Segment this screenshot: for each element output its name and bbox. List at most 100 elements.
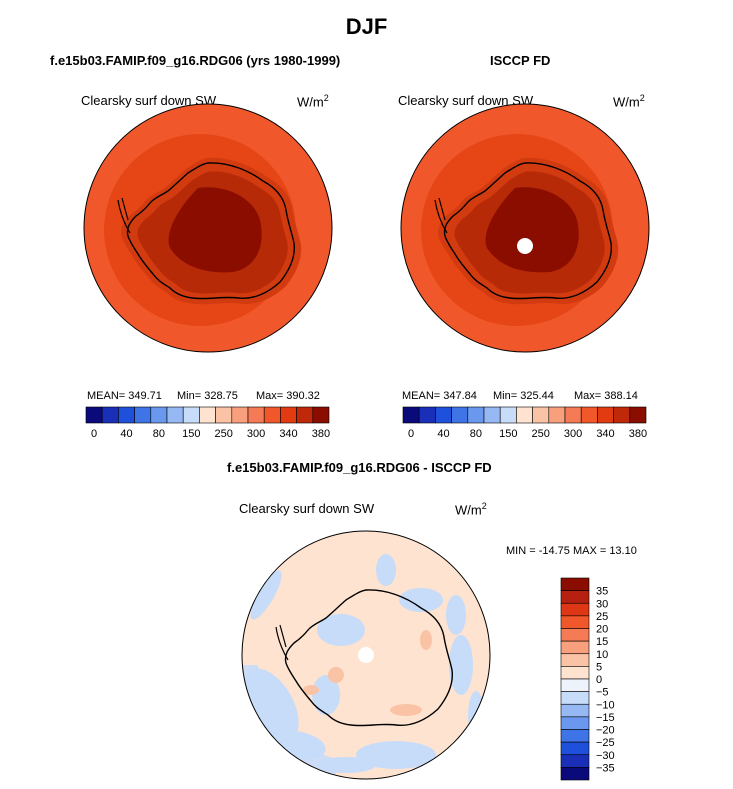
colorbar-swatch: [199, 406, 216, 424]
plateau-region: [485, 187, 579, 273]
panel-1-map: [84, 104, 332, 352]
colorbar-tick-label: 80: [153, 428, 165, 440]
colorbar-swatch: [118, 406, 135, 424]
colorbar-swatch: [247, 406, 265, 424]
negative-anomaly-patch: [312, 675, 340, 715]
colorbar-swatch: [613, 406, 631, 424]
panel-2-min: Min= 325.44: [493, 390, 554, 402]
colorbar-swatch: [418, 406, 436, 424]
colorbar-swatch: [560, 691, 590, 705]
colorbar-tick-label: −35: [596, 762, 615, 774]
positive-anomaly-patch: [328, 667, 344, 683]
panel-1-max: Max= 390.32: [256, 390, 320, 402]
colorbar-swatch: [402, 406, 420, 424]
positive-anomaly-patch: [390, 704, 422, 716]
colorbar-tick-label: 340: [596, 428, 614, 440]
panel-3-variable: Clearsky surf down SW: [239, 501, 375, 516]
colorbar-tick-label: 40: [437, 428, 449, 440]
positive-anomaly-patch: [420, 630, 432, 650]
colorbar-swatch: [560, 640, 590, 655]
colorbar-tick-label: 25: [596, 611, 608, 623]
colorbar-swatch: [560, 729, 590, 743]
colorbar-swatch: [516, 406, 533, 424]
colorbar-tick-label: 150: [499, 428, 517, 440]
panel-2-units: W/m2: [613, 93, 645, 110]
colorbar-swatch: [560, 716, 590, 730]
colorbar-swatch: [483, 406, 501, 424]
colorbar-swatch: [560, 666, 590, 680]
colorbar-swatch: [231, 406, 249, 424]
peninsula-coastline: [275, 624, 289, 661]
negative-anomaly-patch: [399, 588, 443, 612]
colorbar-tick-label: 80: [470, 428, 482, 440]
panel-1-min: Min= 328.75: [177, 390, 238, 402]
peninsula-coastline: [434, 197, 448, 234]
page-title: DJF: [345, 14, 388, 39]
colorbar-swatch: [499, 406, 517, 424]
missing-data-pole: [358, 647, 374, 663]
colorbar-tick-label: −5: [596, 687, 609, 699]
panel-2-colorbar: 0 40 80 150 250 300 340 380: [402, 406, 647, 440]
colorbar-tick-label: −15: [596, 712, 615, 724]
colorbar-tick-label: 150: [182, 428, 200, 440]
colorbar-tick-label: 300: [247, 428, 265, 440]
colorbar-tick-label: 30: [596, 598, 608, 610]
colorbar-tick-label: 20: [596, 624, 608, 636]
colorbar-swatch: [312, 406, 330, 424]
colorbar-swatch: [435, 406, 452, 424]
panel-2-title: ISCCP FD: [490, 53, 551, 68]
panel-1-title: f.e15b03.FAMIP.f09_g16.RDG06 (yrs 1980-1…: [50, 53, 341, 68]
peninsula-coastline: [117, 197, 131, 234]
colorbar-swatch: [182, 406, 200, 424]
negative-anomaly-patch: [356, 741, 436, 769]
colorbar-swatch: [532, 406, 550, 424]
colorbar-swatch: [560, 678, 590, 692]
negative-anomaly-patch: [446, 595, 466, 635]
panel-3-title: f.e15b03.FAMIP.f09_g16.RDG06 - ISCCP FD: [227, 460, 492, 475]
colorbar-tick-label: 250: [532, 428, 550, 440]
colorbar-swatch: [101, 406, 119, 424]
colorbar-tick-label: 250: [215, 428, 233, 440]
colorbar-swatch: [296, 406, 314, 424]
colorbar-tick-label: 380: [629, 428, 647, 440]
panel-2-map: [401, 104, 649, 352]
colorbar-tick-label: −20: [596, 725, 615, 737]
panel-2-mean: MEAN= 347.84: [402, 390, 477, 402]
missing-data-pole: [517, 238, 533, 254]
map-border: [400, 103, 650, 353]
negative-anomaly-patch: [376, 554, 396, 586]
map-border: [83, 103, 333, 353]
panel-1-units: W/m2: [297, 93, 329, 110]
panel-3-units: W/m2: [455, 501, 487, 518]
colorbar-tick-label: 40: [120, 428, 132, 440]
colorbar-swatch: [451, 406, 469, 424]
colorbar-tick-label: 15: [596, 636, 608, 648]
panel-1-colorbar: 0 40 80 150 250 300 340 380: [85, 406, 330, 440]
colorbar-swatch: [560, 741, 590, 756]
colorbar-tick-label: −10: [596, 699, 615, 711]
colorbar-tick-label: 0: [596, 674, 602, 686]
colorbar-tick-label: 380: [312, 428, 330, 440]
colorbar-tick-label: 0: [91, 428, 97, 440]
panel-1-mean: MEAN= 349.71: [87, 390, 162, 402]
colorbar-swatch: [215, 406, 233, 424]
plateau-region: [168, 187, 262, 273]
colorbar-swatch: [629, 406, 647, 424]
colorbar-tick-label: 340: [279, 428, 297, 440]
negative-anomaly-patch: [468, 691, 484, 739]
negative-anomaly-patch: [250, 570, 282, 620]
negative-anomaly-patch: [449, 635, 473, 695]
panel-2-variable: Clearsky surf down SW: [398, 93, 534, 108]
colorbar-swatch: [560, 628, 590, 642]
colorbar-tick-label: −25: [596, 737, 615, 749]
colorbar-swatch: [263, 406, 281, 424]
colorbar-swatch: [560, 577, 590, 591]
colorbar-tick-label: 300: [564, 428, 582, 440]
negative-anomaly-patch: [317, 614, 365, 646]
colorbar-swatch: [560, 615, 590, 629]
positive-anomaly-patch: [303, 685, 319, 695]
colorbar-swatch: [597, 406, 614, 424]
colorbar-tick-label: 0: [408, 428, 414, 440]
